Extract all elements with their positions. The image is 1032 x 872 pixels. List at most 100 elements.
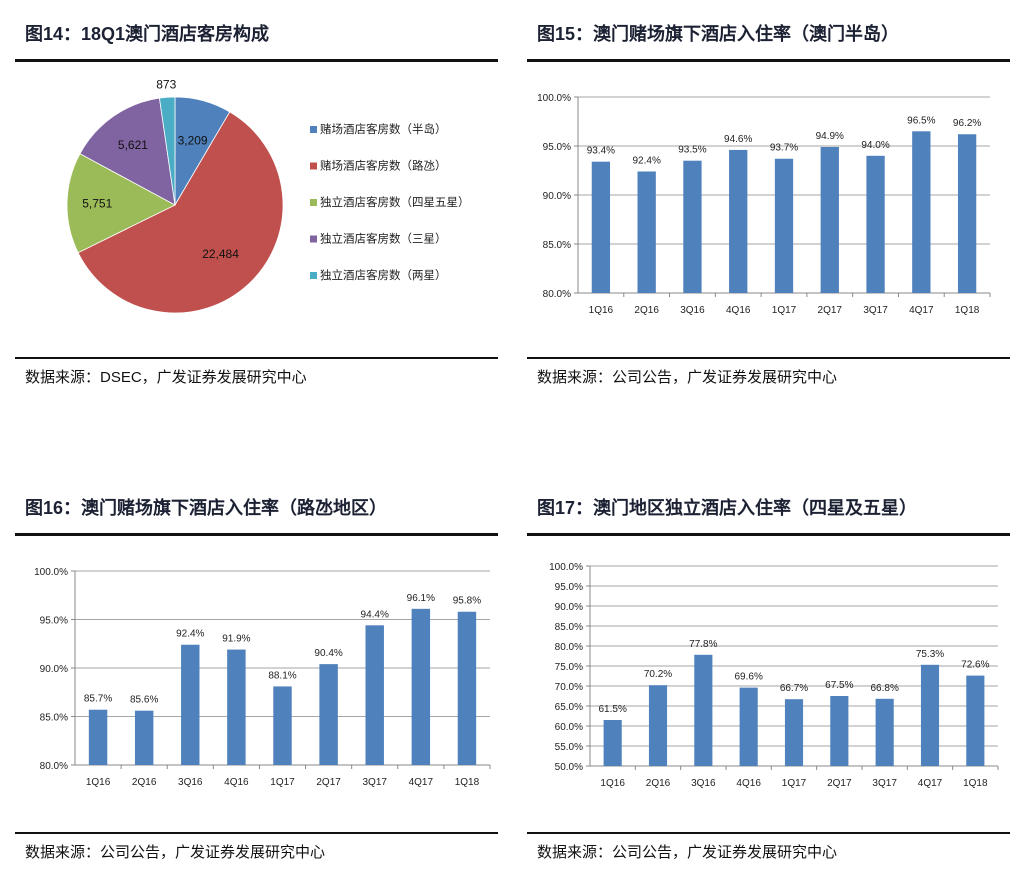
figure-title: 图17：澳门地区独立酒店入住率（四星及五星） bbox=[537, 498, 918, 518]
bar bbox=[920, 664, 940, 766]
bar-data-label: 96.2% bbox=[953, 118, 981, 129]
source-note: 数据来源：公司公告，广发证券发展研究中心 bbox=[537, 369, 838, 386]
bar bbox=[957, 134, 977, 293]
bar-data-label: 77.8% bbox=[689, 639, 717, 650]
y-tick-label: 90.0% bbox=[543, 191, 571, 202]
bar bbox=[365, 625, 384, 765]
bar-data-label: 61.5% bbox=[598, 704, 626, 715]
bar-data-label: 66.8% bbox=[870, 683, 898, 694]
divider bbox=[527, 59, 1010, 62]
bar-data-label: 92.4% bbox=[176, 629, 204, 640]
y-tick-label: 100.0% bbox=[549, 562, 583, 573]
y-tick-label: 85.0% bbox=[40, 713, 68, 724]
x-tick-label: 3Q17 bbox=[362, 777, 387, 788]
y-tick-label: 95.0% bbox=[40, 616, 68, 627]
x-tick-label: 1Q17 bbox=[782, 778, 807, 789]
y-tick-label: 95.0% bbox=[555, 582, 583, 593]
figure-title: 图14：18Q1澳门酒店客房构成 bbox=[25, 24, 270, 44]
bar-data-label: 88.1% bbox=[268, 670, 296, 681]
bar-chart: 50.0% 55.0% 60.0% 65.0% 70.0% 75.0% 80.0% 85.0%… bbox=[549, 562, 999, 789]
bar bbox=[875, 698, 894, 766]
y-tick-label: 90.0% bbox=[555, 602, 583, 613]
y-tick-label: 85.0% bbox=[543, 240, 571, 251]
bar bbox=[739, 687, 758, 766]
legend-label: 独立酒店客房数（四星五星） bbox=[320, 195, 470, 209]
legend-swatch bbox=[310, 162, 317, 170]
x-tick-label: 4Q17 bbox=[918, 778, 943, 789]
bar-data-label: 93.4% bbox=[587, 146, 615, 157]
bar-data-label: 94.6% bbox=[724, 134, 752, 145]
legend-label: 赌场酒店客房数（半岛） bbox=[320, 122, 447, 136]
legend-swatch bbox=[310, 235, 317, 243]
x-tick-label: 2Q16 bbox=[634, 305, 659, 316]
bar bbox=[227, 649, 246, 765]
pie-data-label: 5,621 bbox=[118, 138, 148, 152]
divider bbox=[527, 357, 1010, 359]
y-tick-label: 80.0% bbox=[40, 761, 68, 772]
legend-swatch bbox=[310, 272, 317, 279]
divider bbox=[15, 832, 498, 834]
bar-data-label: 92.4% bbox=[632, 155, 660, 166]
bar bbox=[181, 644, 200, 765]
bar bbox=[88, 709, 108, 765]
x-tick-label: 2Q17 bbox=[818, 305, 843, 316]
pie-slice bbox=[79, 97, 176, 206]
y-tick-label: 100.0% bbox=[34, 567, 68, 578]
divider bbox=[15, 59, 498, 62]
legend-swatch bbox=[310, 199, 317, 206]
x-tick-label: 1Q17 bbox=[270, 777, 295, 788]
x-tick-label: 1Q18 bbox=[455, 777, 480, 788]
x-tick-label: 3Q16 bbox=[680, 305, 705, 316]
x-tick-label: 2Q16 bbox=[646, 778, 671, 789]
figure-14: 图14：18Q1澳门酒店客房构成 3,209 22,484 5,751 5,621 87… bbox=[15, 0, 498, 400]
y-tick-label: 80.0% bbox=[543, 289, 571, 300]
bar bbox=[648, 685, 668, 766]
y-tick-label: 50.0% bbox=[555, 762, 583, 773]
pie-slice bbox=[66, 153, 176, 254]
x-tick-label: 2Q16 bbox=[132, 777, 157, 788]
y-tick-label: 75.0% bbox=[555, 662, 583, 673]
divider bbox=[15, 357, 498, 359]
y-tick-label: 95.0% bbox=[543, 142, 571, 153]
bar-data-label: 69.6% bbox=[734, 672, 762, 683]
figure-title: 图16：澳门赌场旗下酒店入住率（路氹地区） bbox=[25, 498, 388, 518]
figure-15: 图15：澳门赌场旗下酒店入住率（澳门半岛） 80.0% 85.0% 90.0% 95.… bbox=[527, 0, 1010, 400]
pie-chart: 3,209 22,484 5,751 5,621 873 赌场酒店客房数（半岛） 赌场酒店客… bbox=[66, 77, 470, 314]
bar-data-label: 67.5% bbox=[825, 680, 853, 691]
divider bbox=[527, 533, 1010, 536]
y-tick-label: 80.0% bbox=[555, 642, 583, 653]
bar-data-label: 85.7% bbox=[84, 694, 112, 705]
bar-data-label: 72.6% bbox=[961, 660, 989, 671]
pie-data-label: 873 bbox=[156, 77, 176, 91]
bar-data-label: 91.9% bbox=[222, 634, 250, 645]
legend-label: 独立酒店客房数（两星） bbox=[320, 268, 447, 282]
x-tick-label: 4Q17 bbox=[409, 777, 434, 788]
source-note: 数据来源：公司公告，广发证券发展研究中心 bbox=[537, 844, 838, 861]
bar-data-label: 85.6% bbox=[130, 695, 158, 706]
x-tick-label: 4Q17 bbox=[909, 305, 934, 316]
bar-chart: 80.0% 85.0% 90.0% 95.0% 100.0% 93.4% 1Q16 92.4%… bbox=[537, 93, 991, 316]
y-tick-label: 70.0% bbox=[555, 682, 583, 693]
bar-data-label: 70.2% bbox=[644, 669, 672, 680]
x-tick-label: 3Q17 bbox=[872, 778, 897, 789]
y-tick-label: 65.0% bbox=[555, 702, 583, 713]
legend-swatch bbox=[310, 126, 317, 133]
y-tick-label: 85.0% bbox=[555, 622, 583, 633]
x-tick-label: 3Q17 bbox=[863, 305, 888, 316]
bar bbox=[966, 675, 985, 766]
bar bbox=[319, 664, 338, 765]
x-tick-label: 3Q16 bbox=[691, 778, 716, 789]
x-tick-label: 1Q18 bbox=[955, 305, 980, 316]
bar bbox=[134, 710, 154, 765]
bar-data-label: 93.7% bbox=[770, 143, 798, 154]
bar-data-label: 93.5% bbox=[678, 145, 706, 156]
pie-data-label: 5,751 bbox=[82, 197, 112, 211]
x-tick-label: 1Q17 bbox=[772, 305, 797, 316]
bar bbox=[784, 699, 804, 766]
bar bbox=[603, 720, 622, 766]
bar bbox=[273, 686, 292, 765]
source-note: 数据来源：DSEC，广发证券发展研究中心 bbox=[25, 369, 307, 386]
pie-data-label: 22,484 bbox=[202, 247, 239, 261]
x-tick-label: 4Q16 bbox=[736, 778, 761, 789]
figure-title: 图15：澳门赌场旗下酒店入住率（澳门半岛） bbox=[537, 24, 900, 44]
